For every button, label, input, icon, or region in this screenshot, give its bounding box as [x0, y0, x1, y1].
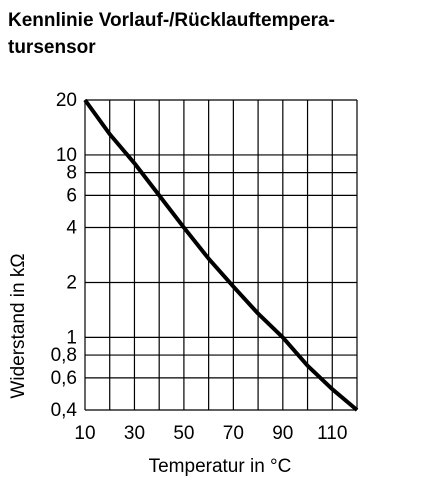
- y-tick-label: 10: [56, 145, 77, 166]
- y-tick-label: 20: [56, 90, 77, 111]
- x-axis-label: Temperatur in °C: [149, 456, 292, 477]
- x-tick-label: 50: [173, 423, 194, 444]
- y-tick-label: 2: [66, 272, 77, 293]
- y-axis-label: Widerstand in kΩ: [8, 253, 29, 398]
- y-tick-label: 8: [66, 163, 77, 184]
- y-tick-label: 0,6: [51, 368, 77, 389]
- x-tick-label: 10: [74, 423, 95, 444]
- chart-title: Kennlinie Vorlauf-/Rücklauftempera-: [8, 10, 335, 31]
- x-tick-label: 70: [223, 423, 244, 444]
- line: [83, 98, 359, 412]
- y-tick-label: 6: [66, 185, 77, 206]
- y-tick-label: 4: [66, 218, 77, 239]
- y-tick-label: 0,4: [51, 400, 78, 421]
- y-tick-label: 1: [66, 327, 77, 348]
- chart-title: tursensor: [8, 37, 96, 58]
- x-tick-label: 30: [124, 423, 145, 444]
- x-tick-label: 110: [317, 423, 347, 444]
- y-tick-label: 0,8: [51, 345, 77, 366]
- x-tick-label: 90: [272, 423, 293, 444]
